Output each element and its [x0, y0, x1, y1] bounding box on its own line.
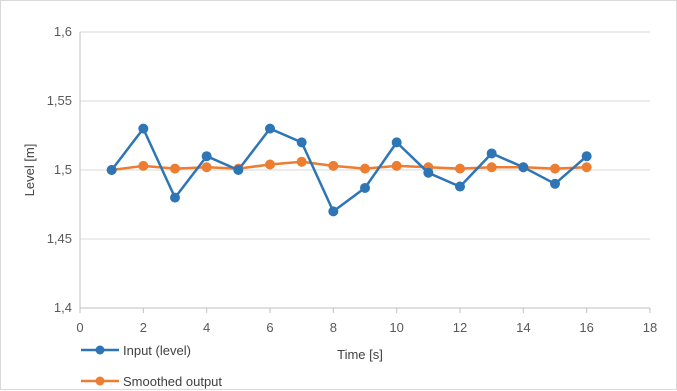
- data-point: [265, 123, 275, 134]
- y-tick-label: 1,55: [47, 93, 72, 108]
- legend-label: Input (level): [123, 343, 191, 358]
- series: [106, 123, 592, 217]
- data-point: [423, 167, 434, 178]
- y-tick-label: 1,4: [54, 300, 72, 315]
- legend-marker: [95, 376, 105, 386]
- legend-entry: Smoothed output: [81, 374, 222, 389]
- data-point: [391, 160, 402, 171]
- x-tick-labels: 0 2 4 6 8 10 12 14 16 18: [76, 320, 657, 335]
- data-point: [201, 162, 212, 173]
- data-point: [360, 163, 370, 174]
- data-point: [486, 162, 497, 173]
- data-point: [106, 165, 117, 175]
- data-point: [138, 123, 149, 134]
- x-tick-label: 14: [516, 320, 530, 335]
- data-point: [296, 137, 307, 148]
- y-tick-label: 1,6: [54, 24, 72, 39]
- x-tick-label: 8: [330, 320, 337, 335]
- data-point: [328, 206, 339, 217]
- x-tick-label: 18: [643, 320, 657, 335]
- y-tick-label: 1,45: [47, 231, 72, 246]
- gridlines: [80, 31, 650, 240]
- data-point: [360, 182, 370, 193]
- legend-marker: [95, 345, 105, 355]
- data-point: [233, 165, 244, 175]
- data-point: [201, 151, 212, 162]
- data-point: [486, 148, 497, 159]
- x-tick-label: 2: [140, 320, 147, 335]
- y-axis-title: Level [m]: [22, 144, 37, 197]
- data-point: [391, 137, 402, 148]
- x-tick-label: 4: [203, 320, 210, 335]
- data-point: [296, 156, 307, 167]
- data-point: [455, 163, 465, 174]
- x-tick-label: 12: [453, 320, 467, 335]
- data-point: [138, 160, 149, 171]
- legend: Input (level) Smoothed output: [81, 343, 222, 389]
- data-point: [328, 160, 339, 171]
- y-tick-label: 1,5: [54, 162, 72, 177]
- series-input-level: [106, 123, 592, 217]
- series-smoothed-output: [106, 156, 592, 175]
- data-point: [550, 178, 560, 189]
- x-tick-label: 0: [76, 320, 83, 335]
- legend-entry: Input (level): [81, 343, 191, 358]
- series-line: [111, 160, 587, 172]
- x-tick-label: 6: [266, 320, 273, 335]
- data-point: [265, 159, 275, 170]
- data-point: [455, 181, 465, 192]
- legend-label: Smoothed output: [123, 374, 222, 389]
- data-point: [170, 192, 180, 203]
- series-line: [110, 127, 588, 213]
- data-point: [581, 162, 592, 173]
- x-tick-label: 16: [579, 320, 593, 335]
- data-point: [550, 163, 560, 174]
- data-point: [170, 163, 180, 174]
- data-point: [518, 162, 529, 173]
- y-tick-labels: 1,4 1,45 1,5 1,55 1,6: [47, 24, 72, 315]
- axes: [79, 32, 651, 313]
- data-point: [581, 151, 592, 162]
- x-tick-label: 10: [389, 320, 403, 335]
- x-axis-title: Time [s]: [337, 347, 383, 362]
